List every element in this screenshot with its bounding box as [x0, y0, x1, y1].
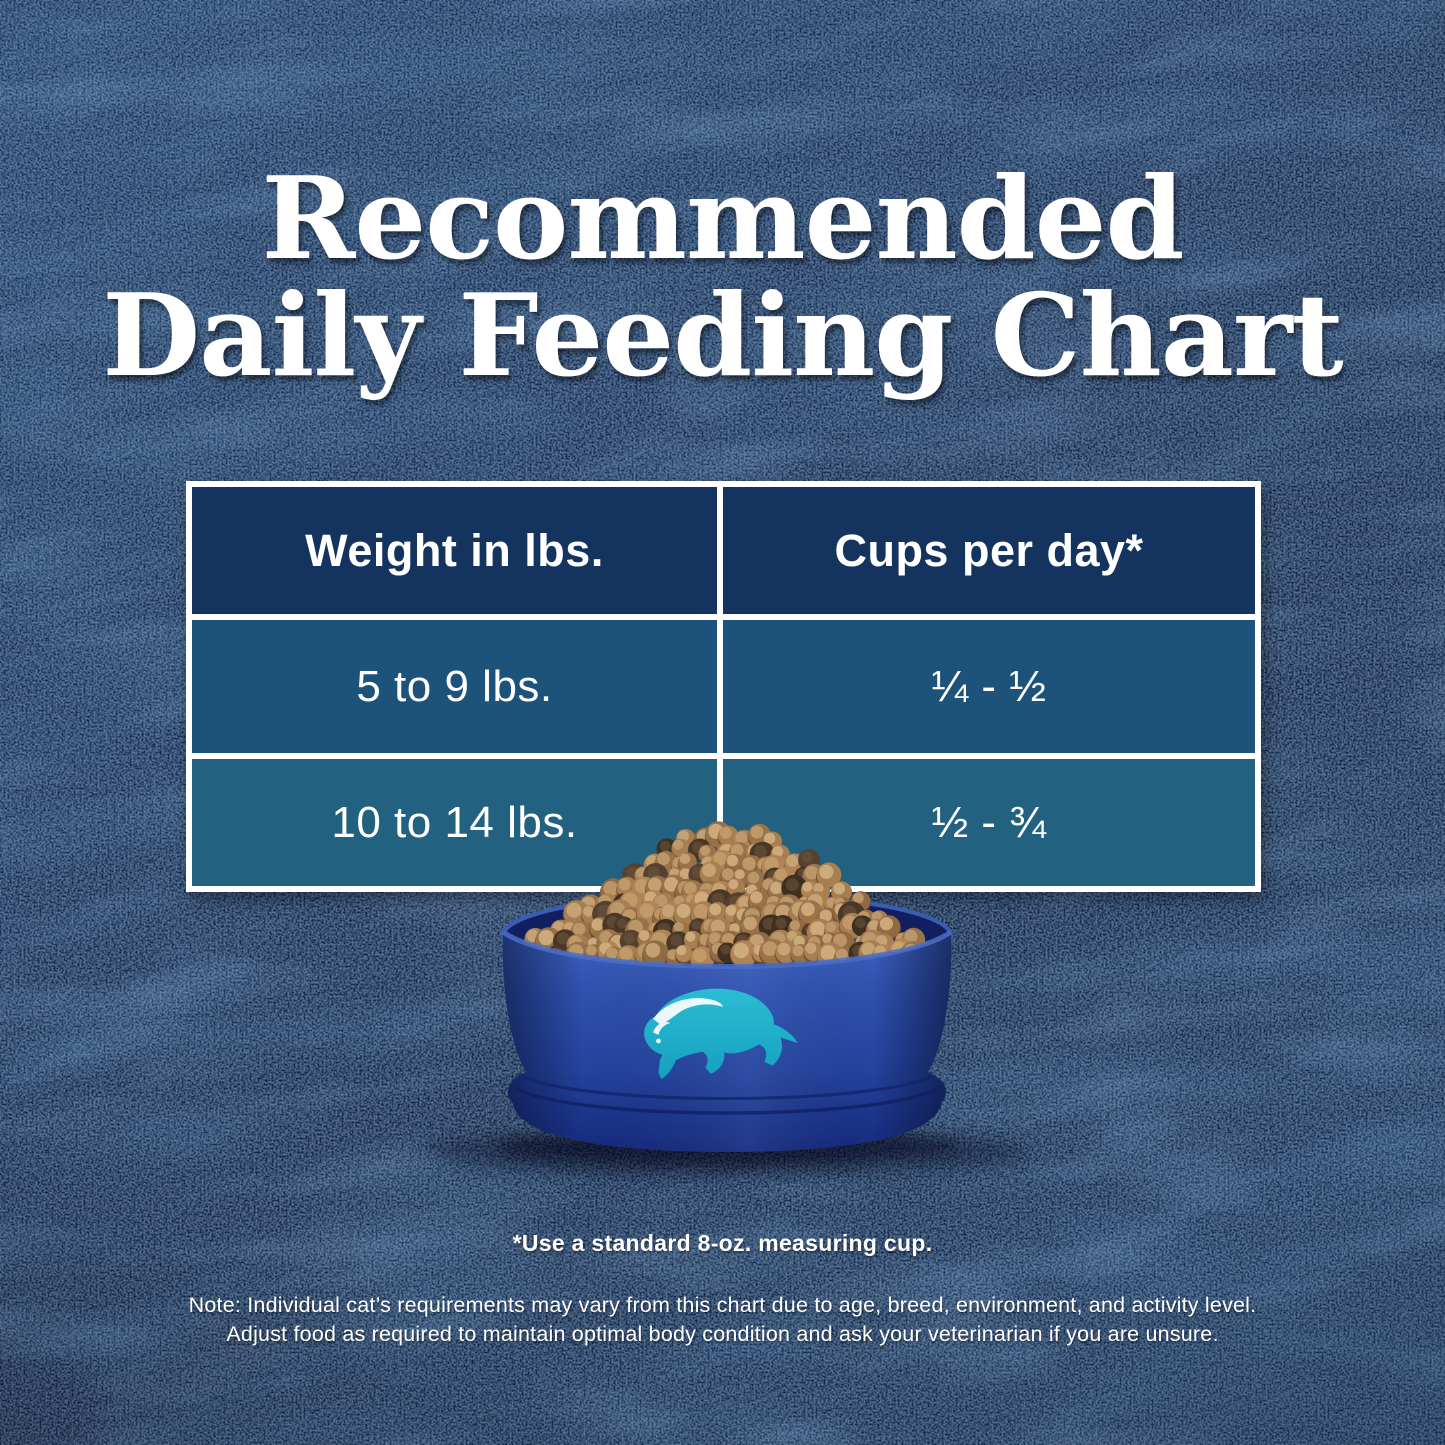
- measuring-cup-footnote: *Use a standard 8-oz. measuring cup.: [512, 1230, 933, 1256]
- buffalo-horn: [653, 1022, 671, 1035]
- buffalo-eye: [656, 1038, 661, 1044]
- bowl-rim-highlight: [501, 929, 953, 969]
- feeding-note-line2: Adjust food as required to maintain opti…: [226, 1322, 1219, 1346]
- row2-cups-cell: ½ - ¾: [723, 759, 1255, 886]
- page-title: Recommended Daily Feeding Chart: [0, 160, 1445, 394]
- feeding-note-line1: Note: Individual cat’s requirements may …: [188, 1293, 1257, 1317]
- page-title-line1: Recommended: [261, 152, 1184, 285]
- buffalo-mane-highlight: [653, 998, 723, 1026]
- bowl-groove-line: [521, 1074, 933, 1100]
- feeding-table: Weight in lbs. Cups per day* 5 to 9 lbs.…: [186, 481, 1261, 892]
- row1-weight-cell: 5 to 9 lbs.: [192, 620, 717, 753]
- bowl-shadow: [427, 1126, 1027, 1178]
- buffalo-logo-icon: [644, 988, 798, 1080]
- bowl-inner-rim: [501, 892, 953, 980]
- header-cell-weight: Weight in lbs.: [192, 487, 717, 614]
- row2-weight-cell: 10 to 14 lbs.: [192, 759, 717, 886]
- header-cell-cups: Cups per day*: [723, 487, 1255, 614]
- bowl-body: [501, 929, 953, 1152]
- row1-cups-cell: ¼ - ½: [723, 620, 1255, 753]
- bowl-groove-line: [516, 1087, 938, 1115]
- page-title-line2: Daily Feeding Chart: [102, 269, 1343, 402]
- feeding-note: Note: Individual cat’s requirements may …: [0, 1291, 1445, 1349]
